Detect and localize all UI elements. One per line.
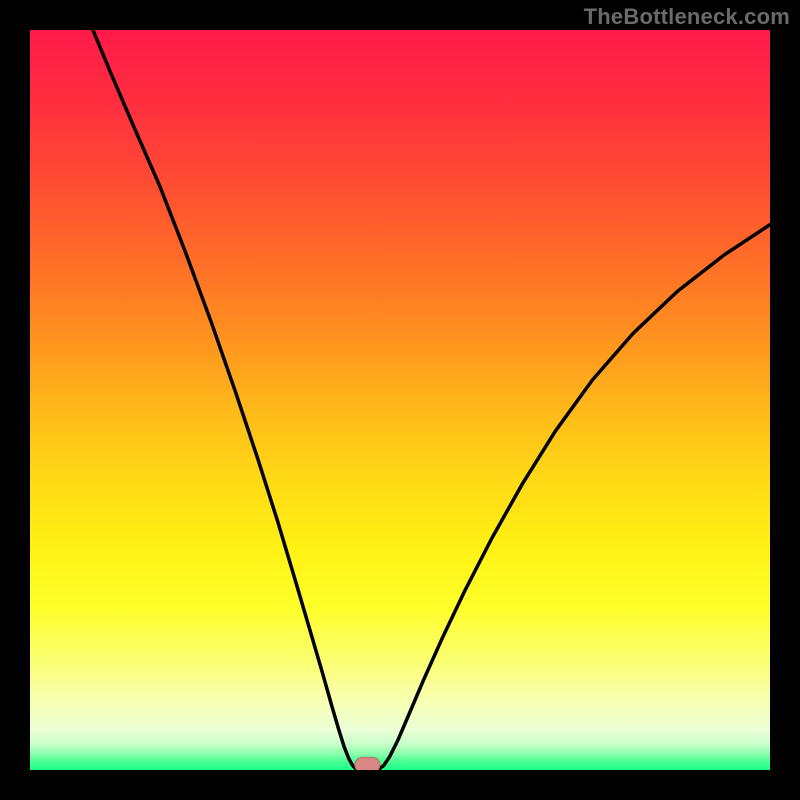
chart-frame: TheBottleneck.com xyxy=(0,0,800,800)
chart-svg xyxy=(0,0,800,800)
watermark-text: TheBottleneck.com xyxy=(584,4,790,30)
minimum-marker xyxy=(355,757,380,772)
